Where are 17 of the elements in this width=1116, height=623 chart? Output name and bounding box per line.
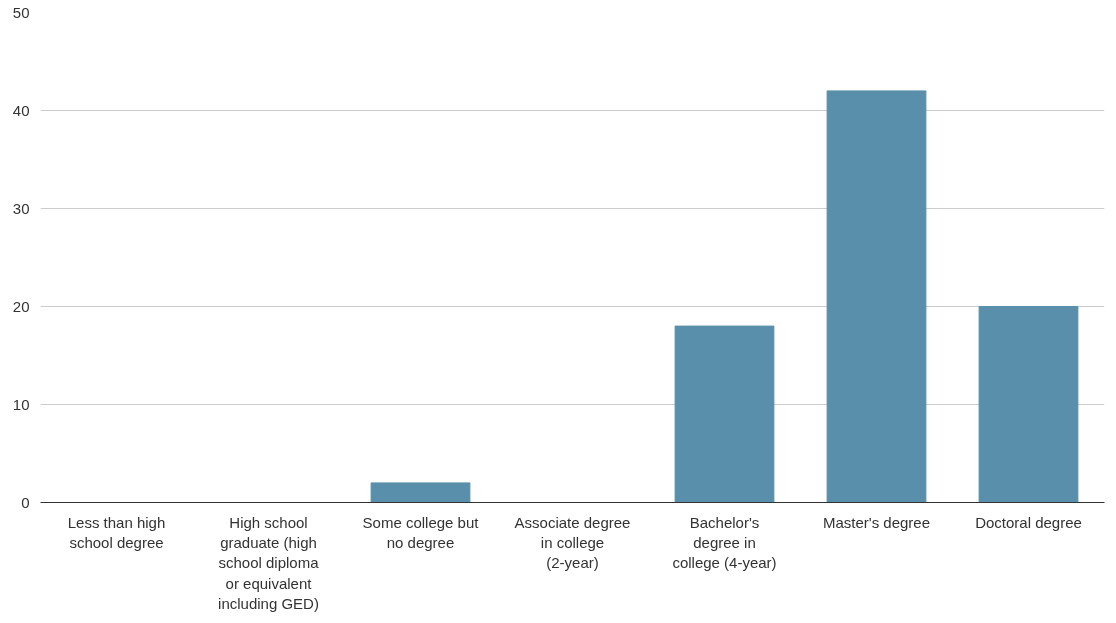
y-tick-label: 30 bbox=[12, 199, 30, 217]
x-tick-label: Associate degree in college (2-year) bbox=[514, 513, 631, 572]
bar bbox=[978, 306, 1079, 503]
bar bbox=[674, 325, 775, 503]
y-tick-label: 40 bbox=[12, 101, 30, 119]
bar bbox=[826, 90, 927, 503]
x-tick-label: Doctoral degree bbox=[975, 513, 1082, 531]
x-tick-label: Bachelor's degree in college (4-year) bbox=[672, 513, 777, 572]
x-tick-label: Less than high school degree bbox=[67, 513, 166, 551]
x-tick-label: High school graduate (high school diploma or equivalent including GED) bbox=[218, 513, 320, 613]
y-tick-label: 10 bbox=[12, 395, 30, 413]
y-tick-label: 20 bbox=[12, 297, 30, 315]
x-tick-label: Some college but no degree bbox=[362, 513, 480, 551]
y-tick-label: 0 bbox=[21, 493, 30, 511]
x-tick-label: Master's degree bbox=[822, 513, 931, 531]
y-tick-label: 50 bbox=[12, 3, 30, 21]
bar bbox=[370, 482, 471, 503]
